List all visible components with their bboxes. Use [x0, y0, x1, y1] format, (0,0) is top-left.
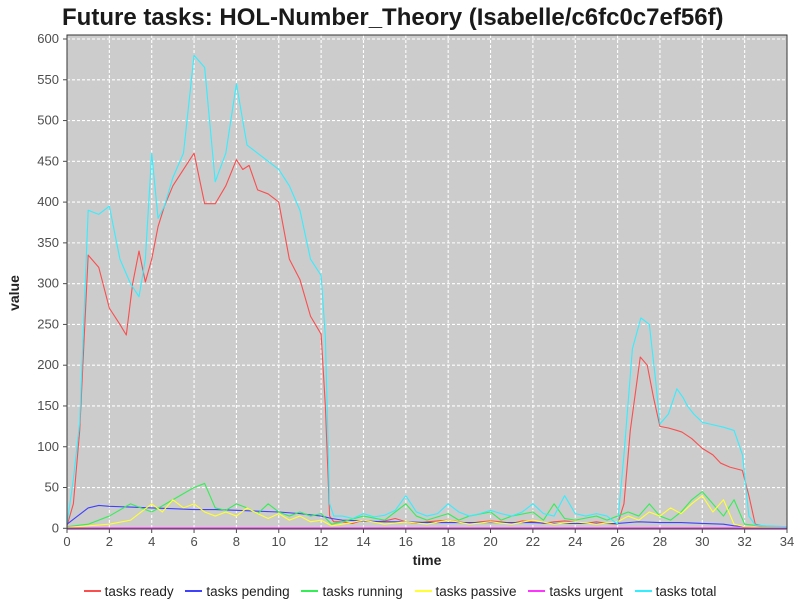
svg-text:32: 32	[737, 534, 751, 549]
svg-text:8: 8	[233, 534, 240, 549]
svg-text:100: 100	[37, 439, 59, 454]
svg-text:200: 200	[37, 357, 59, 372]
svg-text:18: 18	[441, 534, 455, 549]
svg-text:14: 14	[356, 534, 370, 549]
svg-text:12: 12	[314, 534, 328, 549]
svg-text:250: 250	[37, 316, 59, 331]
svg-text:24: 24	[568, 534, 582, 549]
svg-text:350: 350	[37, 235, 59, 250]
svg-text:26: 26	[610, 534, 624, 549]
svg-text:10: 10	[272, 534, 286, 549]
svg-text:16: 16	[399, 534, 413, 549]
svg-text:50: 50	[45, 480, 59, 495]
svg-text:28: 28	[653, 534, 667, 549]
svg-text:400: 400	[37, 194, 59, 209]
svg-text:0: 0	[52, 520, 59, 535]
svg-text:600: 600	[37, 31, 59, 46]
svg-text:30: 30	[695, 534, 709, 549]
svg-text:6: 6	[190, 534, 197, 549]
svg-text:4: 4	[148, 534, 155, 549]
svg-text:0: 0	[63, 534, 70, 549]
svg-text:500: 500	[37, 113, 59, 128]
svg-text:450: 450	[37, 153, 59, 168]
svg-text:20: 20	[483, 534, 497, 549]
svg-text:34: 34	[780, 534, 794, 549]
svg-text:150: 150	[37, 398, 59, 413]
svg-text:22: 22	[526, 534, 540, 549]
svg-text:300: 300	[37, 276, 59, 291]
svg-text:550: 550	[37, 72, 59, 87]
svg-text:2: 2	[106, 534, 113, 549]
